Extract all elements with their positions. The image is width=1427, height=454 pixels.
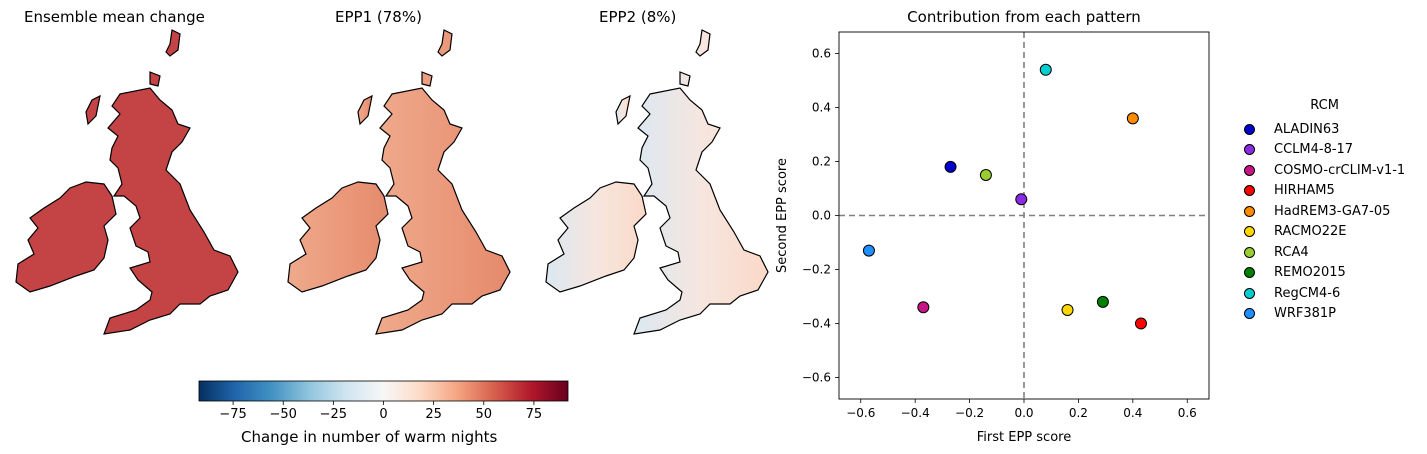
legend-label: HIRHAM5 xyxy=(1274,183,1335,199)
legend-item: RACMO22E xyxy=(1238,222,1405,243)
legend-title: RCM xyxy=(1310,98,1339,113)
legend-marker xyxy=(1244,308,1255,320)
legend-marker xyxy=(1244,287,1255,299)
point-regcm4-6 xyxy=(1039,63,1052,76)
point-aladin63 xyxy=(944,160,957,173)
y-tick-label: 0.6 xyxy=(812,47,831,61)
legend-label: RACMO22E xyxy=(1274,224,1347,240)
legend-marker xyxy=(1244,205,1255,217)
point-racmo22e xyxy=(1061,303,1074,316)
y-tick-label: 0.4 xyxy=(812,101,831,115)
chart-title: Contribution from each pattern xyxy=(907,8,1141,26)
rcm-legend: RCM ALADIN63 CCLM4-8-17 COSMO-crCLIM-v1-1 H… xyxy=(1238,98,1405,324)
colorbar-tick-label: 50 xyxy=(475,407,492,422)
point-cclm4-8-17 xyxy=(1015,193,1028,206)
y-tick-label: −0.4 xyxy=(802,316,831,330)
x-axis-label: First EPP score xyxy=(977,430,1071,445)
colorbar-tick-label: 75 xyxy=(526,407,543,422)
legend-item: HIRHAM5 xyxy=(1238,181,1405,202)
y-axis-label: Second EPP score xyxy=(775,158,790,273)
legend-marker xyxy=(1244,185,1255,197)
map-title-epp2: EPP2 (8%) xyxy=(599,8,677,26)
colorbar-tick-label: −75 xyxy=(219,407,246,422)
map-title-ensemble: Ensemble mean change xyxy=(24,8,205,26)
x-tick-label: −0.2 xyxy=(955,406,984,420)
colorbar-tick-label: −50 xyxy=(270,407,297,422)
legend-item: REMO2015 xyxy=(1238,263,1405,284)
point-hadrem3-ga7-05 xyxy=(1126,112,1139,125)
legend-marker xyxy=(1244,246,1255,258)
x-tick-label: 0.0 xyxy=(1014,406,1033,420)
point-remo2015 xyxy=(1096,295,1109,308)
legend-item: WRF381P xyxy=(1238,304,1405,325)
x-tick-label: 0.6 xyxy=(1178,406,1197,420)
legend-marker xyxy=(1244,226,1255,238)
y-tick-label: −0.2 xyxy=(802,262,831,276)
legend-label: WRF381P xyxy=(1274,306,1337,322)
y-tick-label: 0.2 xyxy=(812,155,831,169)
legend-item: COSMO-crCLIM-v1-1 xyxy=(1238,160,1405,181)
legend-label: HadREM3-GA7-05 xyxy=(1274,203,1391,219)
point-hirham5 xyxy=(1134,317,1147,330)
point-rca4 xyxy=(979,169,992,182)
legend-label: ALADIN63 xyxy=(1274,121,1340,137)
y-tick-label: 0.0 xyxy=(812,209,831,223)
legend-item: RegCM4-6 xyxy=(1238,283,1405,304)
colorbar-tick-label: 0 xyxy=(379,407,387,422)
legend-marker xyxy=(1244,267,1255,279)
colorbar: −75 −50 −25 0 25 50 75 xyxy=(198,380,569,422)
legend-label: CCLM4-8-17 xyxy=(1274,142,1354,158)
map-title-epp1: EPP1 (78%) xyxy=(335,8,422,26)
y-tick-label: −0.6 xyxy=(802,370,831,384)
legend-item: HadREM3-GA7-05 xyxy=(1238,201,1405,222)
point-cosmo-crclim-v1-1 xyxy=(917,301,930,314)
point-wrf381p xyxy=(862,244,875,257)
legend-label: RCA4 xyxy=(1274,244,1309,260)
colorbar-label: Change in number of warm nights xyxy=(241,428,498,446)
colorbar-tick-label: 25 xyxy=(425,407,442,422)
colorbar-tick-label: −25 xyxy=(320,407,347,422)
legend-label: COSMO-crCLIM-v1-1 xyxy=(1274,162,1406,178)
x-tick-label: 0.4 xyxy=(1123,406,1142,420)
legend-item: RCA4 xyxy=(1238,242,1405,263)
x-tick-label: −0.4 xyxy=(901,406,930,420)
x-tick-label: 0.2 xyxy=(1069,406,1088,420)
legend-label: REMO2015 xyxy=(1274,265,1346,281)
legend-label: RegCM4-6 xyxy=(1274,285,1341,301)
legend-marker xyxy=(1244,144,1255,156)
legend-item: CCLM4-8-17 xyxy=(1238,140,1405,161)
x-tick-label: −0.6 xyxy=(846,406,875,420)
legend-item: ALADIN63 xyxy=(1238,119,1405,140)
legend-marker xyxy=(1244,123,1255,135)
legend-marker xyxy=(1244,164,1255,176)
